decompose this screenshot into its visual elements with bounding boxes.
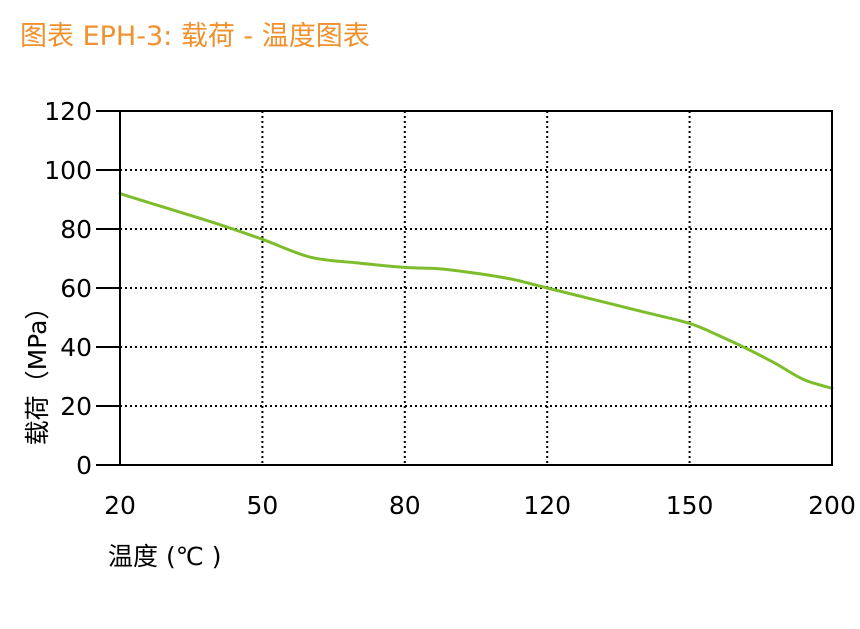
x-tick-label: 80	[389, 491, 421, 520]
y-tick-label: 40	[60, 333, 92, 362]
x-axis-label: 温度 (℃ )	[108, 542, 221, 571]
axes: 0 20 40 60 80 100 120 20 50 80 120 150 200	[44, 97, 856, 520]
y-tick-label: 0	[76, 451, 92, 480]
x-tick-label: 50	[246, 491, 278, 520]
x-tick-label: 120	[523, 491, 571, 520]
series-line-load	[118, 192, 834, 390]
x-tick-label: 200	[808, 491, 856, 520]
y-axis-label: 载荷（MPa）	[23, 295, 52, 446]
y-tick-label: 80	[60, 215, 92, 244]
grid-lines	[120, 111, 832, 465]
y-tick-label: 100	[44, 156, 92, 185]
y-tick-label: 20	[60, 392, 92, 421]
y-tick-label: 120	[44, 97, 92, 126]
x-tick-label: 150	[666, 491, 714, 520]
x-tick-label: 20	[104, 491, 136, 520]
y-tick-label: 60	[60, 274, 92, 303]
page-title: 图表 EPH-3: 载荷 - 温度图表	[20, 21, 370, 52]
